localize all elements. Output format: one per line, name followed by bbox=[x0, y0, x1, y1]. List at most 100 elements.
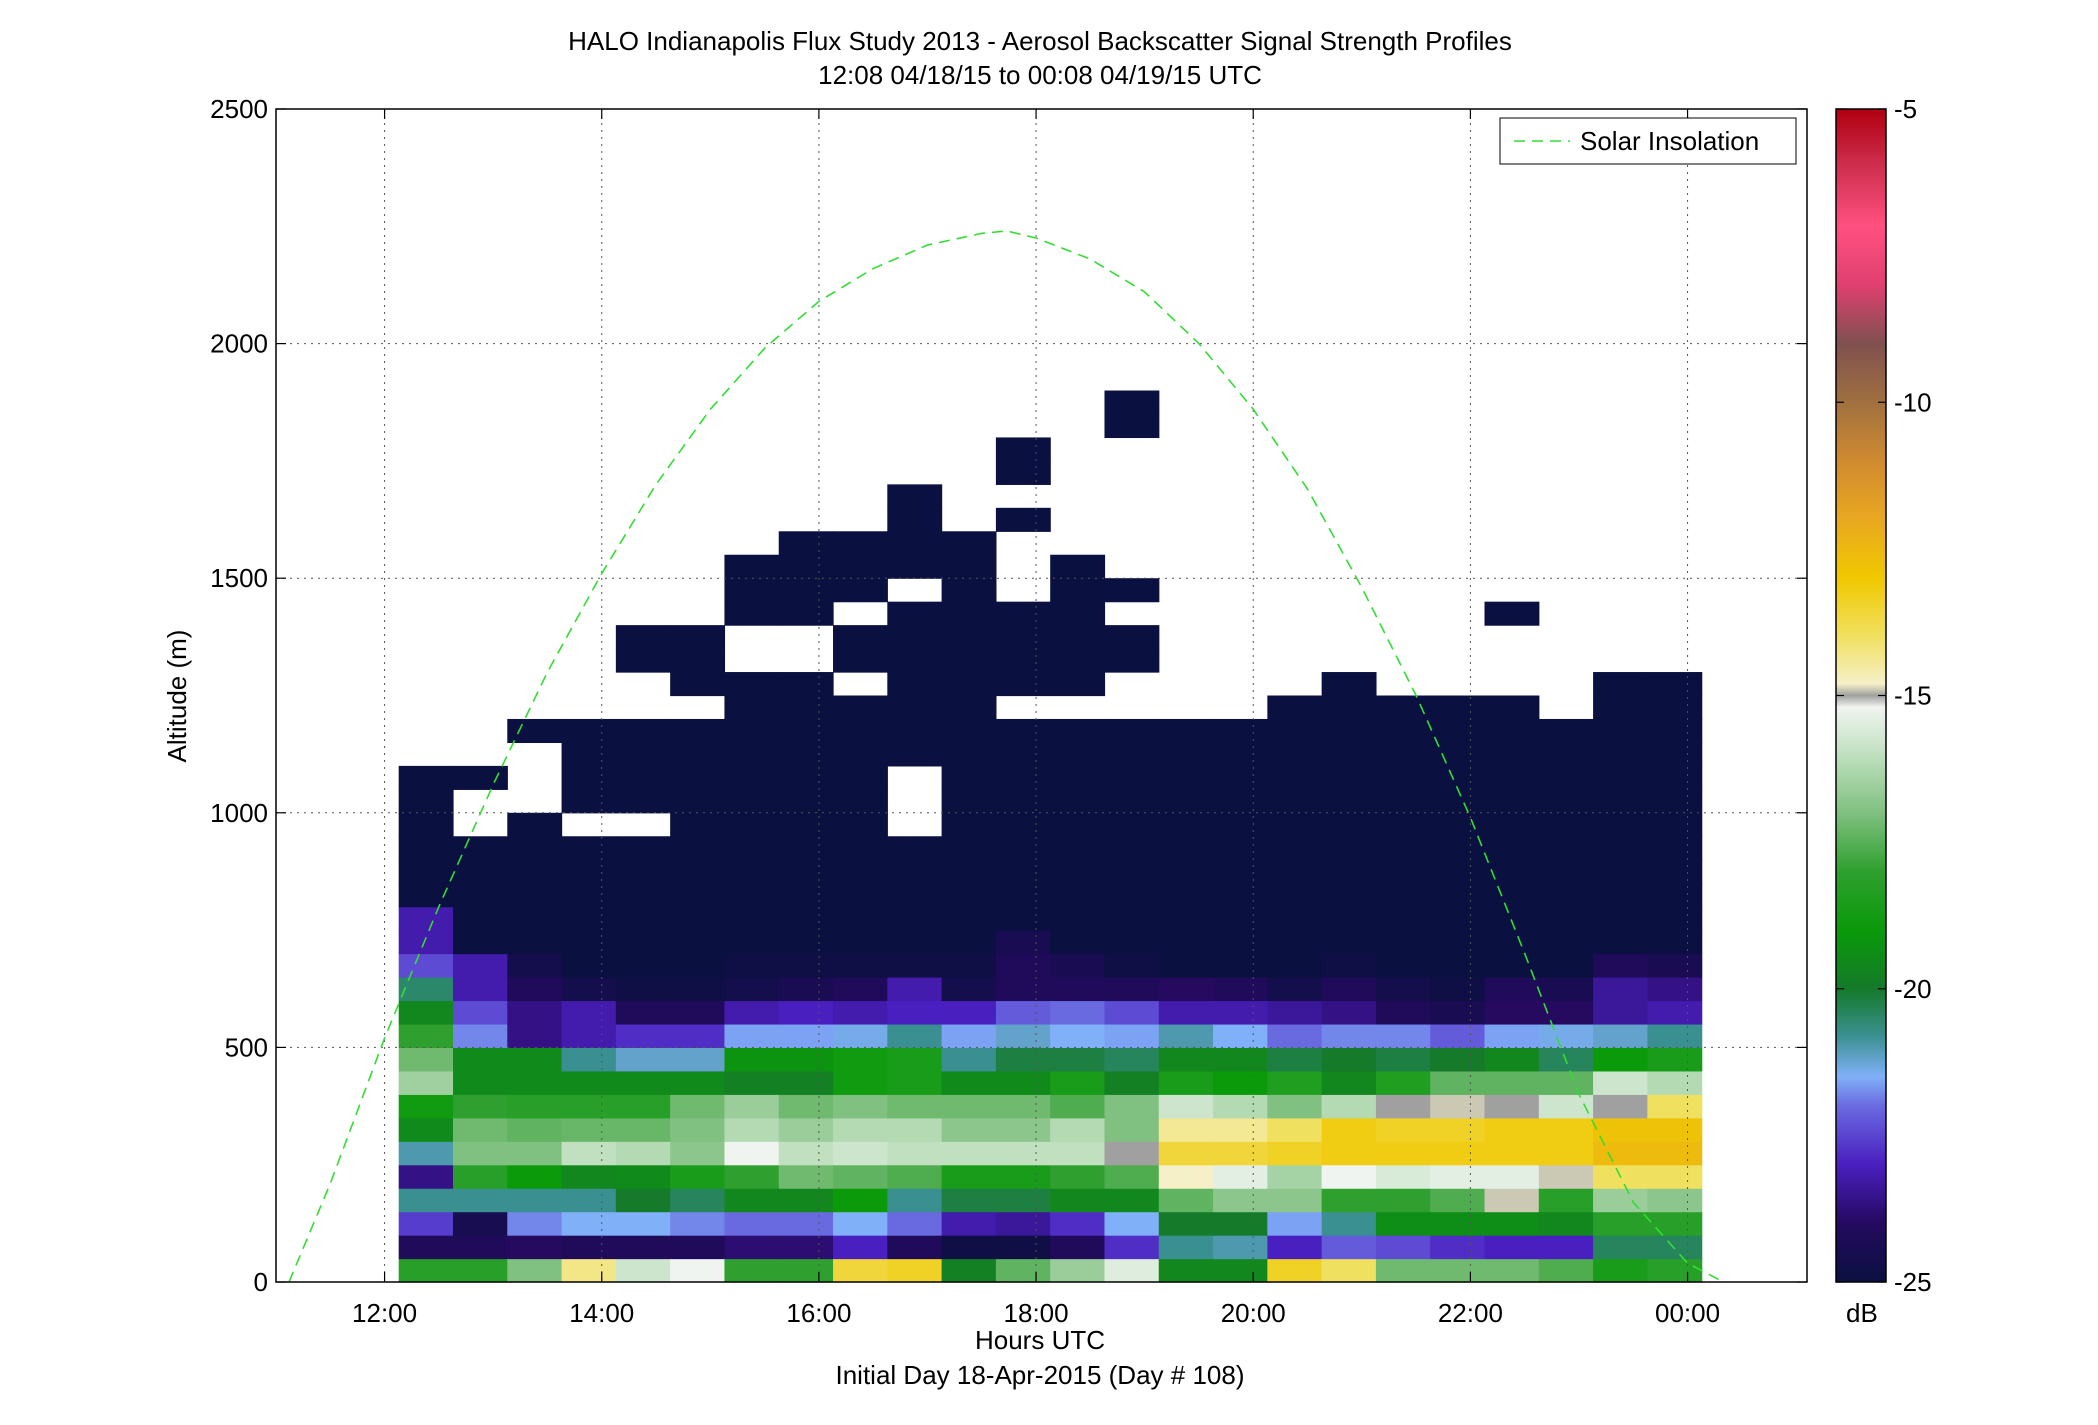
heatmap-cell bbox=[1484, 765, 1540, 790]
heatmap-cell bbox=[1104, 1000, 1160, 1025]
heatmap-cell bbox=[941, 625, 997, 650]
heatmap-cell bbox=[1484, 1117, 1540, 1142]
heatmap-cell bbox=[1158, 906, 1214, 931]
heatmap-cell bbox=[1430, 883, 1486, 908]
heatmap-cell bbox=[887, 1211, 943, 1236]
heatmap-cell bbox=[1538, 718, 1594, 744]
heatmap-cell bbox=[1213, 906, 1268, 931]
heatmap-cell bbox=[1430, 1211, 1486, 1236]
heatmap-cell bbox=[724, 1141, 780, 1166]
heatmap-cell bbox=[1050, 930, 1106, 955]
heatmap-cell bbox=[561, 1070, 617, 1095]
heatmap-cell bbox=[995, 1164, 1051, 1189]
heatmap-cell bbox=[941, 1000, 997, 1025]
heatmap-cell bbox=[1104, 930, 1160, 955]
heatmap-cell bbox=[670, 1164, 726, 1189]
heatmap-cell bbox=[1593, 1188, 1648, 1213]
heatmap-cell bbox=[1213, 1188, 1268, 1213]
heatmap-cell bbox=[1593, 1235, 1648, 1260]
heatmap-cell bbox=[615, 1235, 671, 1260]
x-tick-label: 16:00 bbox=[786, 1298, 851, 1328]
heatmap-cell bbox=[941, 953, 997, 978]
heatmap-cell bbox=[615, 1047, 671, 1072]
heatmap-cell bbox=[995, 672, 1051, 697]
heatmap-cell bbox=[1158, 765, 1214, 790]
x-tick-label: 18:00 bbox=[1004, 1298, 1069, 1328]
heatmap-cell bbox=[833, 812, 888, 837]
heatmap-cell bbox=[887, 1000, 943, 1025]
heatmap-cell bbox=[1538, 977, 1594, 1002]
heatmap-cell bbox=[724, 1047, 780, 1072]
heatmap-cell bbox=[452, 883, 508, 908]
heatmap-cell bbox=[1538, 930, 1594, 955]
heatmap-cell bbox=[615, 1164, 671, 1189]
heatmap-cell bbox=[995, 625, 1051, 650]
heatmap-cell bbox=[1158, 812, 1214, 837]
heatmap-cell bbox=[778, 836, 834, 861]
heatmap-cell bbox=[1647, 1235, 1703, 1260]
heatmap-cell bbox=[1321, 836, 1377, 861]
heatmap-cell bbox=[1430, 695, 1486, 720]
heatmap-cell bbox=[1213, 789, 1268, 814]
heatmap-cell bbox=[670, 953, 726, 978]
heatmap-cell bbox=[1484, 1000, 1540, 1025]
heatmap-cell bbox=[887, 1235, 943, 1260]
colorbar-label: dB bbox=[1846, 1298, 1878, 1328]
heatmap-cell bbox=[1484, 977, 1540, 1002]
heatmap-cell bbox=[1104, 413, 1160, 439]
heatmap-cell bbox=[452, 1211, 508, 1236]
heatmap-cell bbox=[1647, 1141, 1703, 1166]
heatmap-cell bbox=[1321, 1117, 1377, 1142]
heatmap-cell bbox=[833, 1188, 888, 1213]
heatmap-cell bbox=[1104, 859, 1160, 884]
heatmap-cell bbox=[778, 601, 834, 626]
plot-frame bbox=[275, 108, 1808, 1283]
colorbar-tick-label: -5 bbox=[1894, 94, 1917, 124]
heatmap-cell bbox=[1158, 1235, 1214, 1260]
heatmap-cell bbox=[1213, 883, 1268, 908]
heatmap-cell bbox=[507, 836, 563, 861]
heatmap-cell bbox=[1158, 742, 1214, 767]
colorbar-gradient bbox=[1835, 108, 1887, 1283]
heatmap-cell bbox=[833, 953, 888, 978]
heatmap-cell bbox=[778, 1000, 834, 1025]
heatmap-cell bbox=[1321, 1164, 1377, 1189]
heatmap-cell bbox=[778, 1047, 834, 1072]
plot-area: 12:00 14:00 16:00 18:00 20:00 22:00 00:00 0 500… bbox=[210, 94, 1808, 1328]
heatmap-cell bbox=[1484, 1211, 1540, 1236]
heatmap-cell bbox=[1430, 765, 1486, 790]
heatmap-cell bbox=[670, 883, 726, 908]
heatmap-cell bbox=[1158, 1094, 1214, 1119]
heatmap-cell bbox=[507, 1141, 563, 1166]
heatmap-cell bbox=[1104, 789, 1160, 814]
heatmap-cell bbox=[1321, 1023, 1377, 1048]
heatmap-cell bbox=[995, 601, 1051, 626]
heatmap-cell bbox=[1158, 1117, 1214, 1142]
heatmap-cell bbox=[833, 1023, 888, 1048]
heatmap-cell bbox=[724, 1000, 780, 1025]
heatmap-cell bbox=[1158, 1070, 1214, 1095]
heatmap-cell bbox=[670, 906, 726, 931]
heatmap-cell bbox=[398, 812, 454, 837]
heatmap-cell bbox=[1321, 953, 1377, 978]
heatmap-cell bbox=[1267, 1141, 1323, 1166]
heatmap-cell bbox=[1430, 1023, 1486, 1048]
heatmap-cell bbox=[995, 1070, 1051, 1095]
heatmap-cell bbox=[507, 1047, 563, 1072]
heatmap-cell bbox=[1158, 953, 1214, 978]
heatmap-cell bbox=[561, 1258, 617, 1283]
heatmap-cell bbox=[1158, 1141, 1214, 1166]
heatmap-cell bbox=[1104, 390, 1160, 415]
heatmap-cell bbox=[995, 648, 1051, 673]
heatmap-cell bbox=[1430, 718, 1486, 744]
y-tick-label: 2000 bbox=[210, 329, 268, 359]
heatmap-cell bbox=[1593, 977, 1648, 1002]
heatmap-cell bbox=[398, 1117, 454, 1142]
heatmap-cell bbox=[995, 1023, 1051, 1048]
heatmap-cell bbox=[1267, 1188, 1323, 1213]
heatmap-cell bbox=[887, 695, 943, 720]
heatmap-cell bbox=[615, 930, 671, 955]
heatmap-cell bbox=[1158, 1258, 1214, 1283]
heatmap-cell bbox=[670, 789, 726, 814]
